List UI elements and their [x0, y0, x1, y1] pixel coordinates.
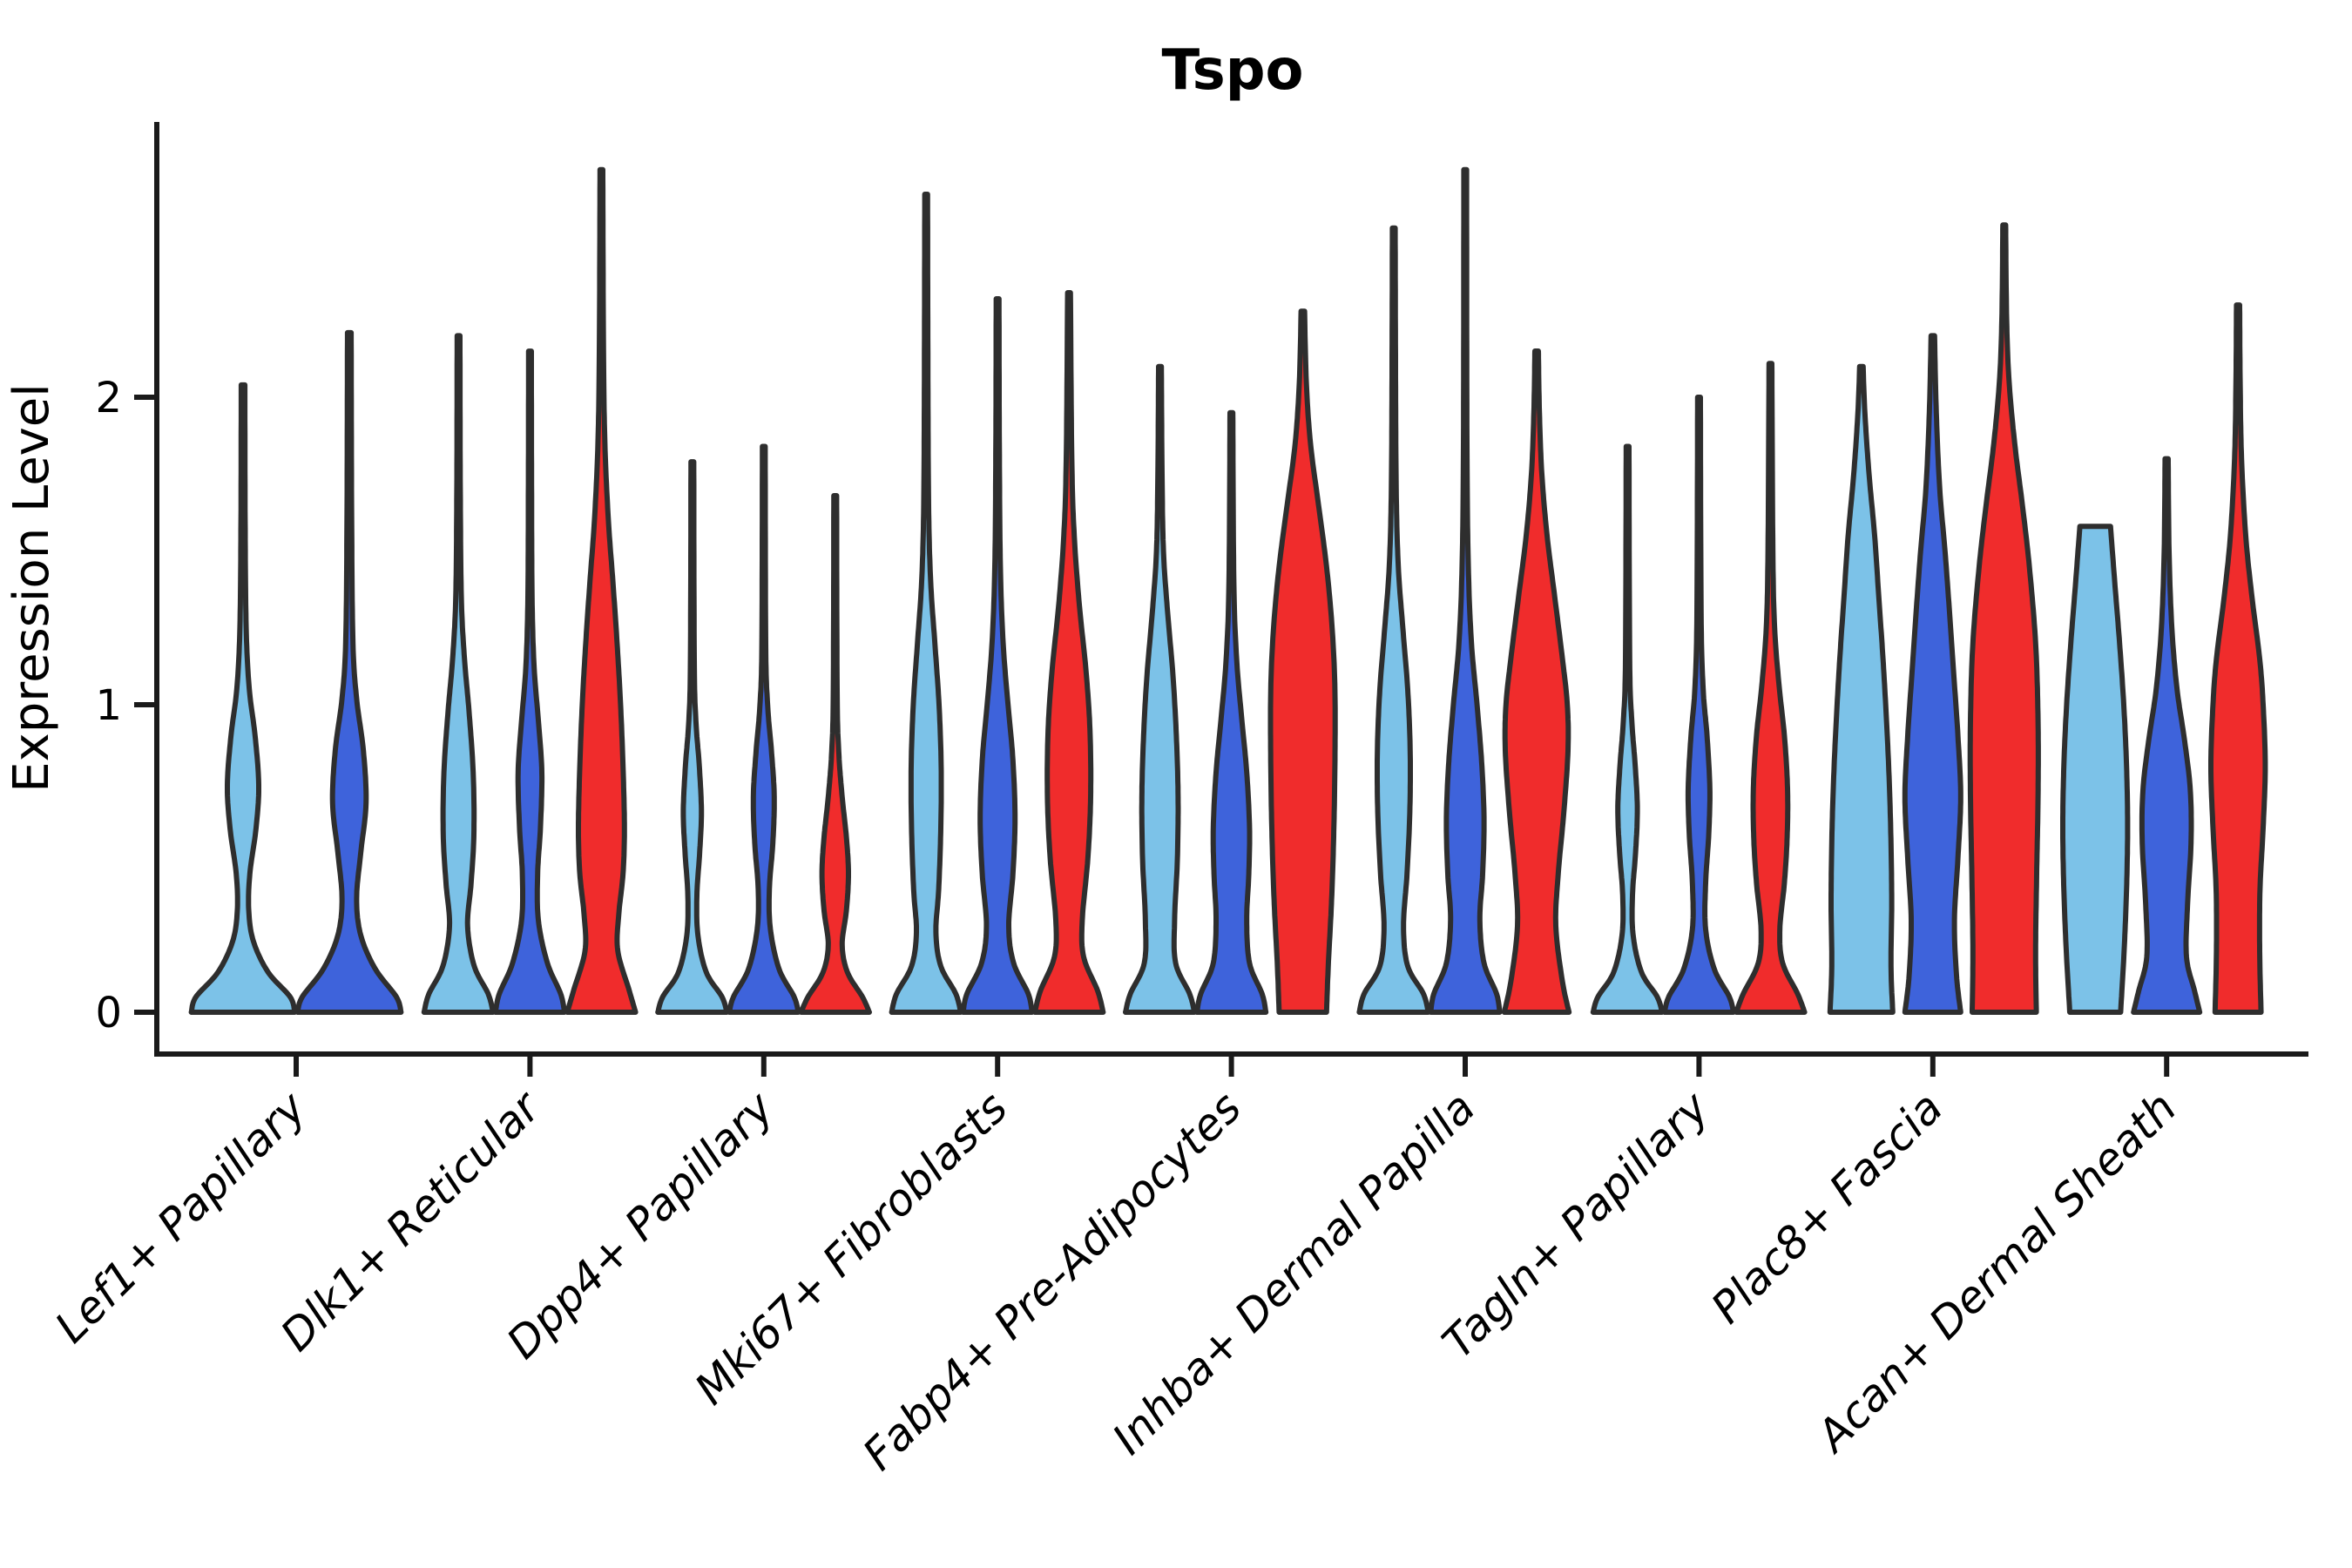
y-axis-label: Expression Level — [3, 383, 60, 793]
violin-series-layer — [188, 166, 2268, 1015]
violin-6-split-1-light-blue — [1590, 443, 1665, 1015]
violin-5-split-2-dark-blue — [1428, 166, 1503, 1015]
y-tick-label: 0 — [95, 989, 122, 1037]
violin-4-split-1-light-blue — [1123, 363, 1198, 1015]
violin-7-split-3-red — [1967, 222, 2041, 1015]
violin-5-split-1-light-blue — [1356, 225, 1431, 1015]
violin-8-split-1-light-blue — [2060, 524, 2131, 1015]
violin-6-split-2-dark-blue — [1661, 395, 1736, 1015]
violin-7-split-1-light-blue — [1827, 363, 1896, 1015]
y-tick-label: 1 — [95, 681, 122, 730]
x-tick-label-1: Dlk1+ Reticular — [271, 1080, 551, 1361]
violin-8-split-3-red — [2208, 302, 2268, 1015]
violin-8-split-2-dark-blue — [2131, 456, 2203, 1015]
violin-0-split-2-dark-blue — [294, 329, 404, 1015]
violin-1-split-3-red — [564, 166, 639, 1015]
violin-6-split-3-red — [1734, 361, 1808, 1015]
violin-4-split-3-red — [1267, 308, 1338, 1015]
x-tick-label-7: Plac8+ Fascia — [1701, 1082, 1952, 1333]
violin-5-split-3-red — [1501, 348, 1572, 1015]
violin-7-split-2-dark-blue — [1902, 333, 1963, 1015]
violin-2-split-3-red — [798, 493, 872, 1015]
violin-3-split-2-dark-blue — [960, 296, 1035, 1015]
violin-4-split-2-dark-blue — [1194, 409, 1269, 1015]
violin-3-split-3-red — [1032, 290, 1106, 1015]
chart-title: Tspo — [1161, 38, 1303, 103]
violin-1-split-2-dark-blue — [492, 348, 567, 1015]
violin-2-split-2-dark-blue — [727, 443, 801, 1015]
x-tick-label-0: Lef1+ Papillary — [45, 1081, 316, 1352]
violin-2-split-1-light-blue — [655, 459, 730, 1015]
violin-3-split-1-light-blue — [889, 192, 963, 1015]
x-tick-label-4: Fabp4+ Pre-Adipocytes — [854, 1082, 1252, 1480]
y-tick-label: 2 — [95, 374, 122, 422]
violin-1-split-1-light-blue — [421, 333, 496, 1015]
violin-0-split-1-light-blue — [188, 382, 298, 1015]
